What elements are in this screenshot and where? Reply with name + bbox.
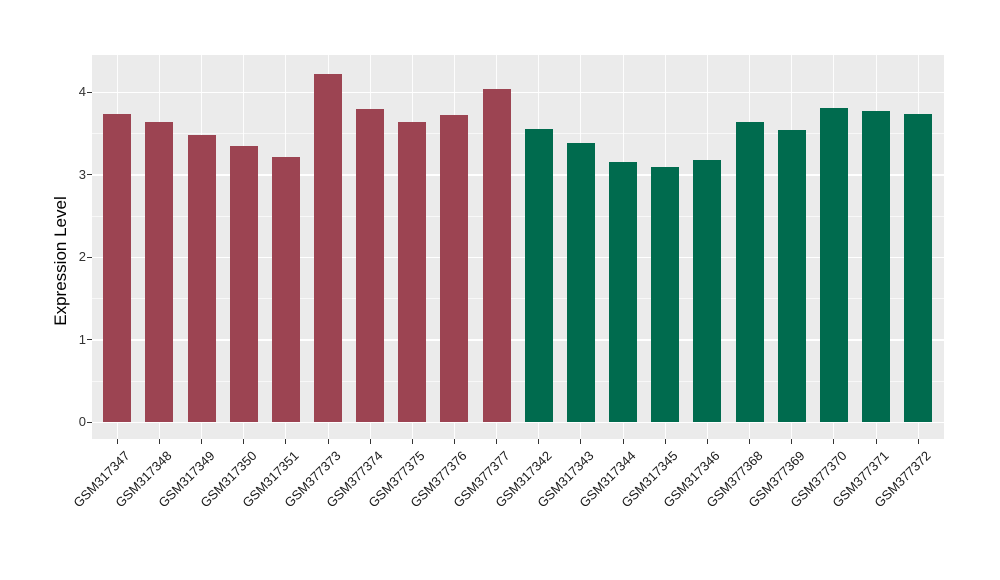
x-tick-mark	[791, 439, 793, 444]
y-tick-label: 0	[78, 414, 86, 430]
bar-GSM377377	[482, 89, 511, 423]
bar-GSM317343	[566, 142, 595, 423]
x-tick-mark	[453, 439, 455, 444]
gridline-minor	[92, 215, 944, 217]
bar-GSM377372	[904, 113, 933, 423]
bar-GSM377374	[356, 108, 385, 423]
x-tick-mark	[538, 439, 540, 444]
bar-GSM317344	[609, 162, 638, 423]
y-tick-mark	[87, 421, 92, 423]
y-tick-mark	[87, 339, 92, 341]
x-tick-mark	[158, 439, 160, 444]
x-tick-mark	[496, 439, 498, 444]
bar-GSM377376	[440, 114, 469, 423]
y-tick-mark	[87, 174, 92, 176]
bar-GSM317348	[145, 122, 174, 423]
y-tick-mark	[87, 91, 92, 93]
x-tick-mark	[749, 439, 751, 444]
x-tick-mark	[875, 439, 877, 444]
gridline-major	[92, 256, 944, 259]
x-tick-mark	[917, 439, 919, 444]
x-tick-mark	[622, 439, 624, 444]
x-tick-mark	[664, 439, 666, 444]
bar-GSM317342	[524, 128, 553, 423]
gridline-major	[92, 339, 944, 341]
x-tick-mark	[201, 439, 203, 444]
x-tick-mark	[706, 439, 708, 444]
x-tick-mark	[116, 439, 118, 444]
x-tick-mark	[285, 439, 287, 444]
gridline-minor	[92, 298, 944, 300]
y-tick-label: 4	[78, 84, 86, 100]
x-tick-mark	[833, 439, 835, 444]
gridline-minor	[92, 380, 944, 382]
bar-GSM377375	[398, 122, 427, 423]
bar-GSM377369	[777, 130, 806, 423]
gridline-major	[92, 174, 944, 176]
bar-GSM317345	[651, 166, 680, 423]
bar-GSM377370	[819, 107, 848, 423]
plot-panel	[92, 55, 944, 439]
x-tick-mark	[369, 439, 371, 444]
bar-GSM377371	[862, 111, 891, 423]
bar-GSM317347	[103, 113, 132, 423]
y-tick-label: 1	[78, 331, 86, 347]
x-tick-mark	[580, 439, 582, 444]
bar-GSM377368	[735, 122, 764, 423]
x-tick-mark	[411, 439, 413, 444]
bar-GSM317350	[229, 145, 258, 423]
bar-GSM317349	[187, 135, 216, 423]
y-tick-mark	[87, 256, 92, 258]
x-tick-mark	[327, 439, 329, 444]
gridline-minor	[92, 133, 944, 135]
gridline-major	[92, 91, 944, 94]
gridline-major	[92, 421, 944, 424]
x-tick-mark	[243, 439, 245, 444]
y-tick-label: 3	[78, 166, 86, 182]
bar-GSM317346	[693, 159, 722, 423]
y-tick-label: 2	[78, 249, 86, 265]
bar-GSM377373	[314, 74, 342, 423]
bar-GSM317351	[271, 156, 300, 423]
